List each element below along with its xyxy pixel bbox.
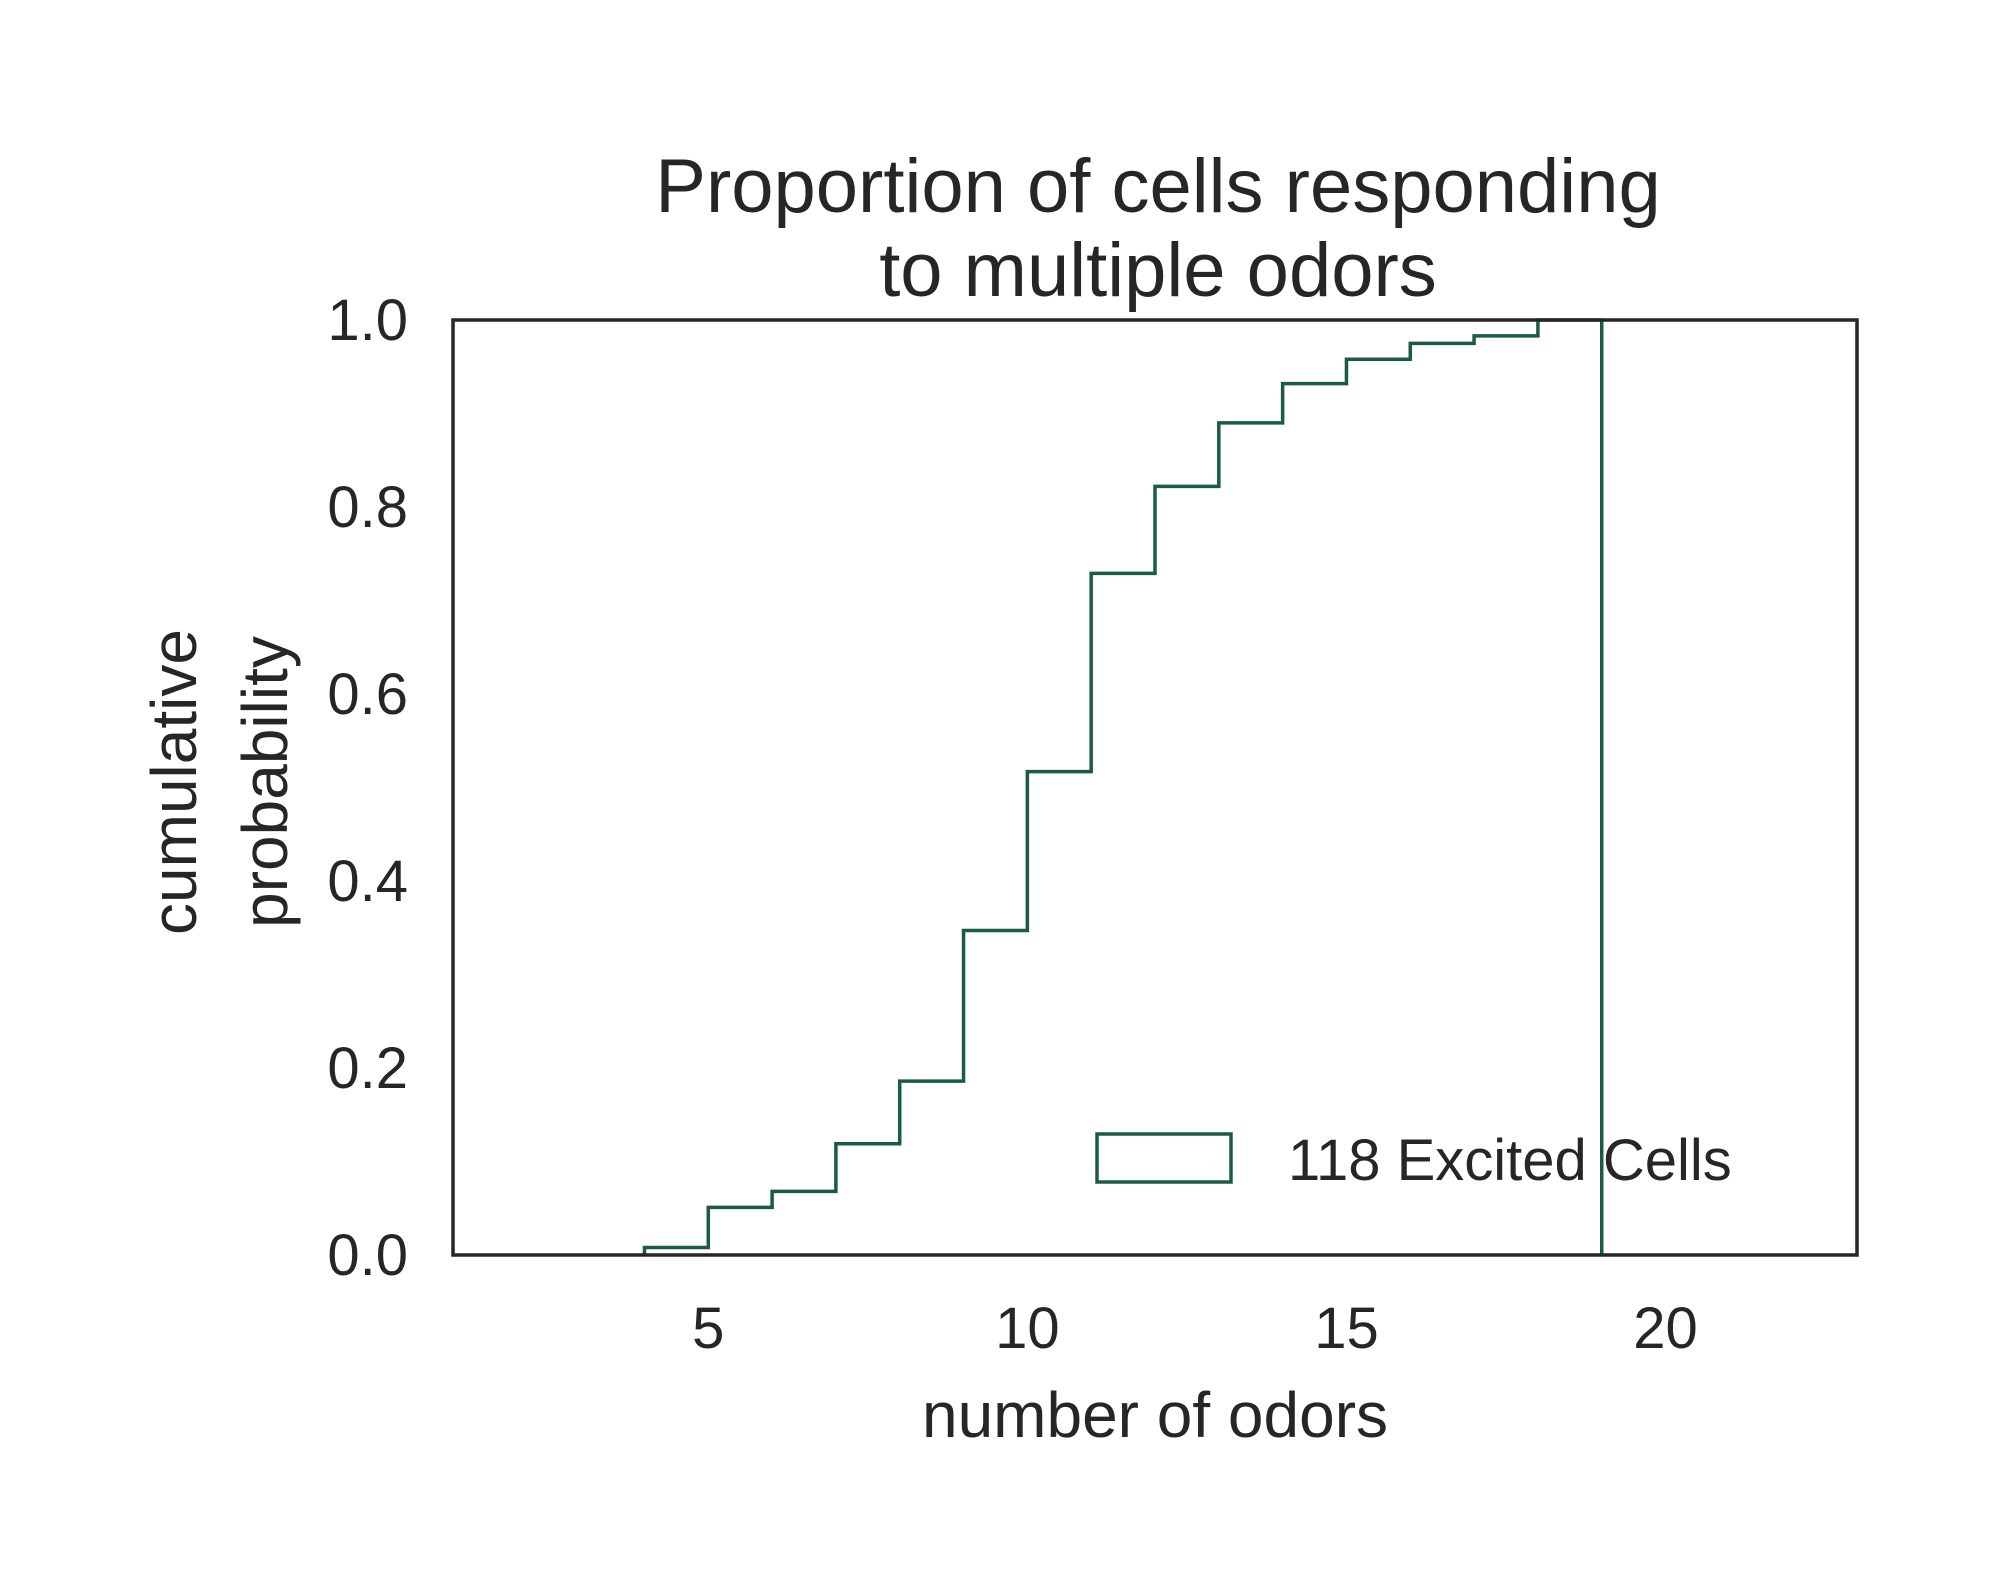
y-axis-label: cumulative probability bbox=[138, 629, 301, 935]
y-axis-ticks: 0.0 0.2 0.4 0.6 0.8 1.0 bbox=[327, 288, 408, 1288]
y-tick-label: 0.2 bbox=[327, 1036, 408, 1101]
legend-entry-label: 118 Excited Cells bbox=[1288, 1128, 1732, 1193]
y-tick-label: 0.8 bbox=[327, 475, 408, 540]
x-axis-ticks: 5 10 15 20 bbox=[692, 1296, 1698, 1361]
y-tick-label: 1.0 bbox=[327, 288, 408, 353]
x-tick-label: 20 bbox=[1633, 1296, 1698, 1361]
legend-swatch bbox=[1095, 1132, 1233, 1184]
y-tick-label: 0.6 bbox=[327, 662, 408, 727]
legend: 118 Excited Cells bbox=[1095, 1128, 1732, 1193]
y-tick-label: 0.0 bbox=[327, 1223, 408, 1288]
y-axis-label-line-1: cumulative bbox=[138, 629, 210, 935]
x-tick-label: 15 bbox=[1314, 1296, 1379, 1361]
plot-area bbox=[642, 318, 1604, 1255]
series-step-line-0 bbox=[642, 318, 1604, 1255]
x-tick-label: 10 bbox=[995, 1296, 1060, 1361]
x-axis-label: number of odors bbox=[922, 1379, 1388, 1451]
y-axis-label-line-2: probability bbox=[229, 636, 301, 928]
chart-title-line-2: to multiple odors bbox=[879, 228, 1437, 313]
y-tick-label: 0.4 bbox=[327, 849, 408, 914]
axes-frame bbox=[451, 318, 1859, 1257]
x-tick-label: 5 bbox=[692, 1296, 724, 1361]
chart-title-line-1: Proportion of cells responding bbox=[655, 144, 1660, 229]
